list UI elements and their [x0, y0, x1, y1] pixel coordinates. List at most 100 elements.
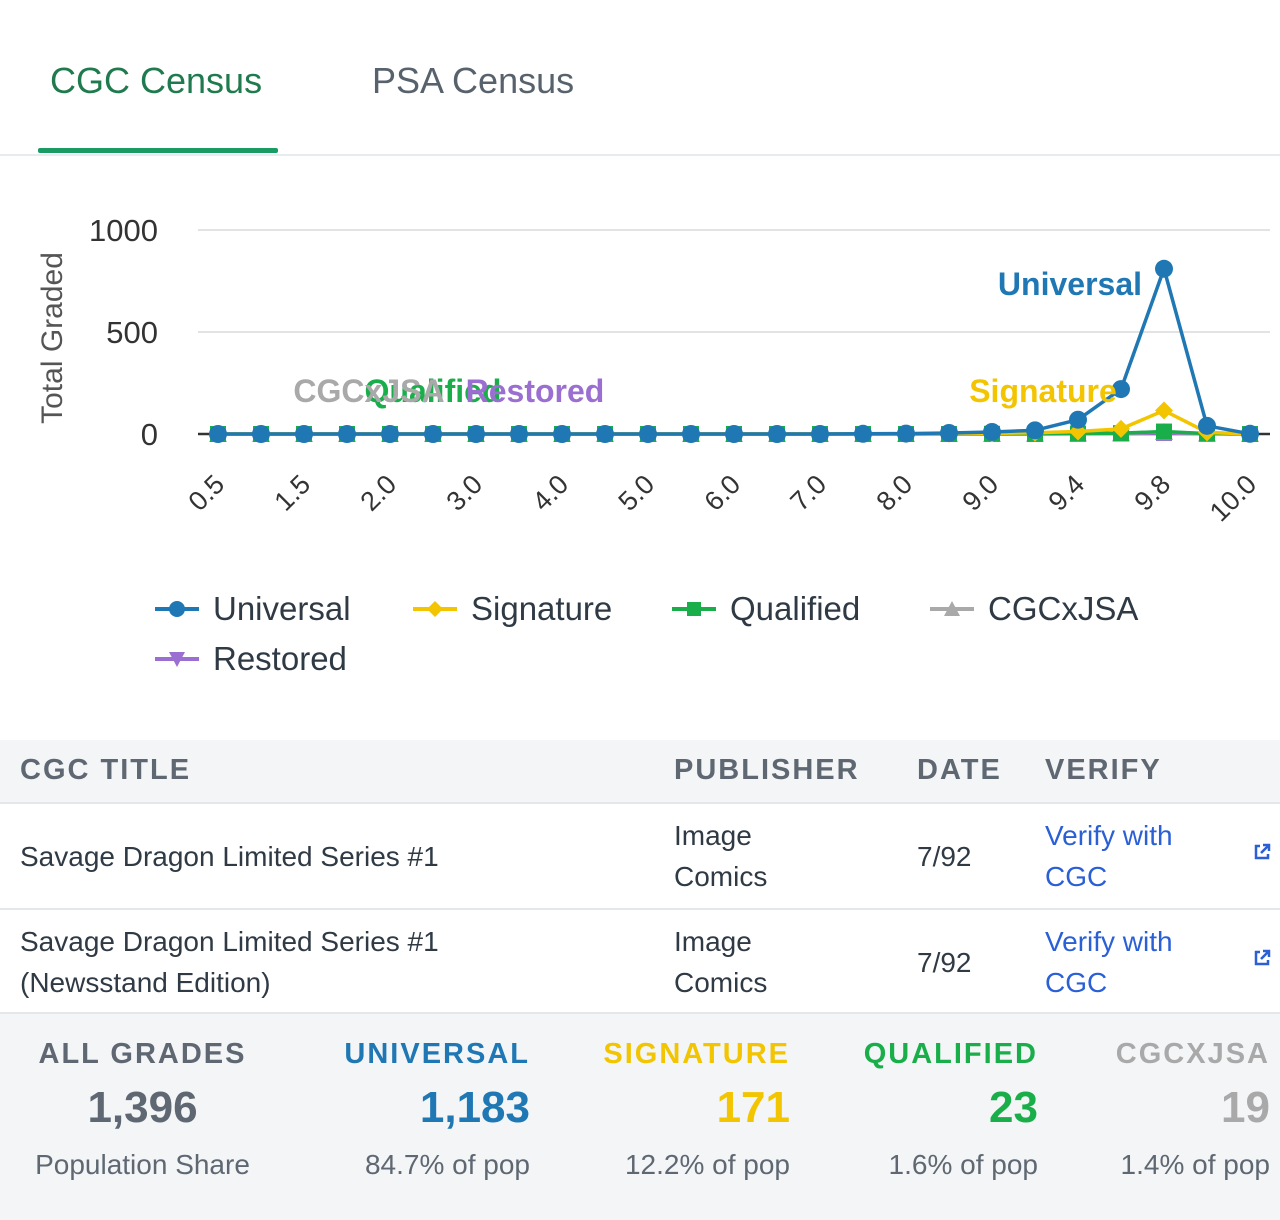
x-tick-label: 8.0 — [870, 469, 918, 517]
summary-all-grades: ALL GRADES 1,396 Population Share — [20, 1038, 265, 1181]
legend-item-cgcxjsa[interactable]: CGCxJSA — [930, 590, 1138, 628]
row-publisher: Image Comics — [674, 921, 767, 1003]
data-point-universal — [1155, 259, 1173, 278]
row-publisher-line2: Comics — [674, 861, 768, 892]
summary-qualified: QUALIFIED 23 1.6% of pop — [810, 1038, 1038, 1181]
data-point-universal — [940, 423, 958, 442]
data-point-qualified — [1156, 423, 1172, 440]
summary-label: UNIVERSAL — [344, 1038, 530, 1070]
tab-cgc-census[interactable]: CGC Census — [50, 60, 263, 101]
verify-with-cgc-link[interactable]: Verify with CGC — [1045, 921, 1173, 1003]
data-point-universal — [295, 425, 313, 443]
data-point-signature — [1155, 401, 1173, 420]
external-link-icon[interactable] — [1252, 842, 1272, 862]
data-point-universal — [639, 425, 657, 443]
data-point-universal — [682, 425, 700, 443]
data-point-universal — [1198, 416, 1216, 435]
legend-qualified-marker — [672, 602, 716, 616]
y-tick-label: 0 — [141, 417, 158, 452]
data-point-universal — [1112, 380, 1130, 399]
x-tick-label: 2.0 — [354, 469, 402, 517]
summary-share: 1.4% of pop — [1120, 1149, 1270, 1180]
series-label-signature: Signature — [969, 373, 1117, 409]
legend-item-signature[interactable]: Signature — [413, 590, 612, 628]
x-tick-label: 9.4 — [1042, 469, 1090, 517]
verify-link-line2: CGC — [1045, 967, 1108, 998]
x-tick-label: 0.5 — [182, 469, 230, 517]
legend-signature-label: Signature — [471, 590, 613, 627]
legend-cgcxjsa-marker — [930, 601, 974, 616]
legend-item-qualified[interactable]: Qualified — [672, 590, 860, 628]
summary-share: 1.6% of pop — [888, 1149, 1038, 1180]
data-point-universal — [209, 425, 227, 443]
data-point-universal — [553, 425, 571, 443]
x-tick-label: 7.0 — [784, 469, 832, 517]
header-verify: VERIFY — [1045, 754, 1162, 786]
data-point-signature — [1112, 419, 1130, 438]
row-publisher: Image Comics — [674, 815, 767, 897]
tab-psa-census[interactable]: PSA Census — [372, 60, 575, 101]
data-point-universal — [854, 424, 872, 443]
legend-cgcxjsa-label: CGCxJSA — [988, 590, 1139, 627]
series-label-universal: Universal — [998, 266, 1142, 302]
table-row: Savage Dragon Limited Series #1 Image Co… — [0, 804, 1280, 910]
summary-share: 84.7% of pop — [364, 1149, 530, 1180]
row-publisher-line1: Image — [674, 926, 752, 957]
x-tick-label: 5.0 — [612, 469, 660, 517]
data-point-universal — [467, 425, 485, 443]
x-tick-label: 1.5 — [268, 469, 316, 517]
series-label-qualified: Qualified — [365, 373, 502, 409]
row-publisher-line2: Comics — [674, 967, 768, 998]
summary-cgcxjsa: CGCXJSA 19 1.4% of pop — [1060, 1038, 1270, 1181]
row-title-line1: Savage Dragon Limited Series #1 — [20, 841, 439, 872]
header-cgc-title[interactable]: CGC TITLE — [20, 754, 192, 786]
summary-value: 23 — [989, 1083, 1038, 1132]
legend-qualified-label: Qualified — [730, 590, 861, 627]
summary-label: CGCXJSA — [1115, 1038, 1270, 1070]
header-publisher[interactable]: PUBLISHER — [674, 754, 860, 786]
series-label-restored: Restored — [466, 373, 605, 409]
data-point-universal — [424, 425, 442, 443]
data-point-universal — [768, 425, 786, 443]
y-tick-label: 500 — [106, 315, 158, 350]
verify-link-line2: CGC — [1045, 861, 1108, 892]
x-tick-label: 4.0 — [526, 469, 574, 517]
row-title: Savage Dragon Limited Series #1 (Newssta… — [20, 921, 439, 1003]
table-header: CGC TITLE PUBLISHER DATE VERIFY — [0, 740, 1280, 804]
data-point-universal — [338, 425, 356, 443]
legend-restored-marker — [155, 652, 199, 667]
x-tick-label: 3.0 — [440, 469, 488, 517]
row-publisher-line1: Image — [674, 820, 752, 851]
external-link-icon[interactable] — [1252, 948, 1272, 968]
x-tick-label: 6.0 — [698, 469, 746, 517]
y-axis-label: Total Graded — [36, 252, 69, 424]
x-tick-label: 9.0 — [956, 469, 1004, 517]
x-tick-label: 9.8 — [1128, 469, 1176, 517]
table-row: Savage Dragon Limited Series #1 (Newssta… — [0, 910, 1280, 1016]
row-title-line2: (Newsstand Edition) — [20, 967, 271, 998]
data-point-universal — [1069, 410, 1087, 429]
data-point-universal — [1241, 424, 1259, 443]
data-point-universal — [983, 422, 1001, 441]
y-tick-label: 1000 — [89, 213, 158, 248]
verify-with-cgc-link[interactable]: Verify with CGC — [1045, 815, 1173, 897]
data-point-universal — [252, 425, 270, 443]
data-point-universal — [381, 425, 399, 443]
summary-signature: SIGNATURE 171 12.2% of pop — [560, 1038, 790, 1181]
legend-item-universal[interactable]: Universal — [155, 590, 351, 628]
verify-link-line1: Verify with — [1045, 820, 1173, 851]
summary-share: 12.2% of pop — [624, 1149, 790, 1180]
header-date[interactable]: DATE — [917, 754, 1002, 786]
legend-restored-label: Restored — [213, 640, 347, 677]
legend-universal-marker — [155, 601, 199, 617]
summary-value: 1,396 — [87, 1083, 198, 1132]
series-label-cgcxjsa: CGCxJSA — [293, 373, 444, 409]
data-point-universal — [897, 424, 915, 443]
active-tab-indicator — [38, 148, 278, 153]
data-point-universal — [1026, 421, 1044, 440]
legend-universal-label: Universal — [213, 590, 351, 627]
data-point-universal — [510, 425, 528, 443]
summary-value: 171 — [716, 1083, 790, 1132]
row-title-line1: Savage Dragon Limited Series #1 — [20, 926, 439, 957]
legend-item-restored[interactable]: Restored — [155, 640, 347, 678]
